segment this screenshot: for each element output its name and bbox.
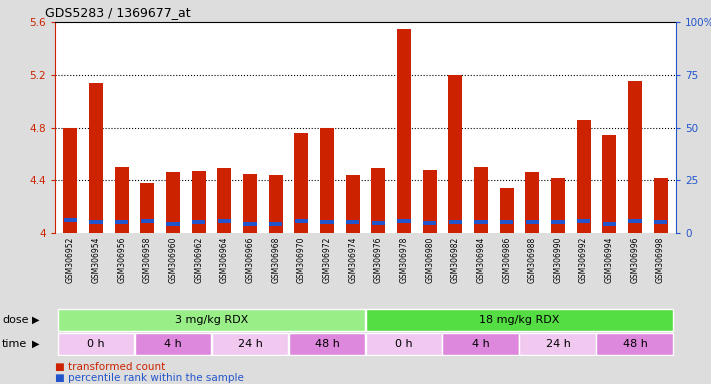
Text: GSM306976: GSM306976: [374, 237, 383, 283]
Text: GSM306968: GSM306968: [271, 237, 280, 283]
Bar: [500, 220, 513, 224]
Text: 4 h: 4 h: [164, 339, 182, 349]
Bar: [653, 178, 668, 233]
Text: GSM306988: GSM306988: [528, 237, 537, 283]
Bar: [192, 220, 205, 224]
Text: GSM306990: GSM306990: [553, 237, 562, 283]
Bar: [365, 309, 673, 331]
Text: GSM306978: GSM306978: [400, 237, 409, 283]
Bar: [346, 220, 359, 224]
Bar: [602, 136, 616, 233]
Bar: [63, 127, 77, 233]
Bar: [448, 75, 462, 233]
Text: GSM306956: GSM306956: [117, 237, 127, 283]
Bar: [320, 127, 334, 233]
Text: GSM306970: GSM306970: [297, 237, 306, 283]
Bar: [320, 220, 333, 224]
Text: ▶: ▶: [32, 315, 40, 325]
Bar: [114, 167, 129, 233]
Text: ■ transformed count: ■ transformed count: [55, 362, 165, 372]
Bar: [243, 222, 257, 227]
Bar: [134, 333, 211, 355]
Text: GSM306986: GSM306986: [502, 237, 511, 283]
Bar: [89, 83, 103, 233]
Text: GSM306952: GSM306952: [66, 237, 75, 283]
Bar: [346, 175, 360, 233]
Text: dose: dose: [2, 315, 28, 325]
Bar: [603, 222, 616, 226]
Bar: [525, 220, 539, 224]
Bar: [371, 168, 385, 233]
Text: GDS5283 / 1369677_at: GDS5283 / 1369677_at: [45, 6, 191, 19]
Bar: [442, 333, 519, 355]
Bar: [577, 119, 591, 233]
Bar: [212, 333, 288, 355]
Bar: [423, 221, 437, 225]
Bar: [166, 222, 180, 226]
Bar: [64, 218, 77, 222]
Bar: [520, 333, 596, 355]
Bar: [551, 178, 565, 233]
Text: GSM306992: GSM306992: [579, 237, 588, 283]
Bar: [269, 222, 282, 227]
Text: 48 h: 48 h: [314, 339, 339, 349]
Text: 24 h: 24 h: [545, 339, 570, 349]
Bar: [141, 219, 154, 223]
Bar: [58, 333, 134, 355]
Text: 18 mg/kg RDX: 18 mg/kg RDX: [479, 315, 560, 325]
Bar: [422, 170, 437, 233]
Bar: [243, 174, 257, 233]
Bar: [365, 333, 442, 355]
Text: GSM306996: GSM306996: [631, 237, 639, 283]
Text: GSM306966: GSM306966: [245, 237, 255, 283]
Text: GSM306984: GSM306984: [476, 237, 486, 283]
Bar: [551, 220, 565, 224]
Text: GSM306960: GSM306960: [169, 237, 178, 283]
Text: 4 h: 4 h: [472, 339, 490, 349]
Text: GSM306972: GSM306972: [323, 237, 331, 283]
Bar: [140, 183, 154, 233]
Bar: [294, 219, 308, 223]
Text: GSM306958: GSM306958: [143, 237, 152, 283]
Bar: [525, 172, 540, 233]
Text: GSM306964: GSM306964: [220, 237, 229, 283]
Bar: [474, 220, 488, 224]
Bar: [628, 81, 642, 233]
Text: ■ percentile rank within the sample: ■ percentile rank within the sample: [55, 373, 244, 383]
Bar: [192, 171, 205, 233]
Text: GSM306962: GSM306962: [194, 237, 203, 283]
Text: time: time: [2, 339, 27, 349]
Text: 0 h: 0 h: [395, 339, 413, 349]
Bar: [90, 220, 103, 224]
Text: GSM306998: GSM306998: [656, 237, 665, 283]
Bar: [289, 333, 365, 355]
Bar: [115, 220, 129, 224]
Text: 24 h: 24 h: [237, 339, 262, 349]
Text: 3 mg/kg RDX: 3 mg/kg RDX: [175, 315, 248, 325]
Bar: [597, 333, 673, 355]
Bar: [218, 219, 231, 223]
Bar: [218, 168, 231, 233]
Text: ▶: ▶: [32, 339, 40, 349]
Text: 48 h: 48 h: [623, 339, 648, 349]
Bar: [577, 219, 590, 223]
Bar: [397, 28, 411, 233]
Bar: [372, 221, 385, 225]
Text: GSM306980: GSM306980: [425, 237, 434, 283]
Text: GSM306994: GSM306994: [605, 237, 614, 283]
Bar: [629, 219, 641, 223]
Bar: [654, 220, 668, 224]
Text: 0 h: 0 h: [87, 339, 105, 349]
Bar: [166, 172, 180, 233]
Text: GSM306982: GSM306982: [451, 237, 460, 283]
Bar: [500, 188, 513, 233]
Bar: [294, 133, 309, 233]
Bar: [449, 220, 462, 224]
Bar: [474, 167, 488, 233]
Text: GSM306974: GSM306974: [348, 237, 357, 283]
Text: GSM306954: GSM306954: [92, 237, 100, 283]
Bar: [397, 219, 411, 223]
Bar: [269, 175, 283, 233]
Bar: [58, 309, 365, 331]
